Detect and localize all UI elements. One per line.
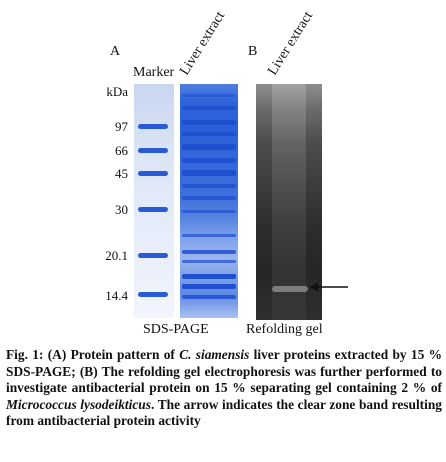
marker-band xyxy=(138,124,168,129)
mw-label-30: 30 xyxy=(115,202,128,217)
mw-label-20-1: 20.1 xyxy=(105,248,128,263)
marker-lane-label: Marker xyxy=(133,65,175,80)
liver-extract-label-b: Liver extract xyxy=(265,9,317,79)
caption-part-2: liver proteins extracted by 15 % SDS-PAG… xyxy=(6,347,443,396)
protein-band xyxy=(182,274,236,279)
caption-part-1: Fig. 1: (A) Protein pattern of xyxy=(6,347,180,362)
protein-band xyxy=(182,250,236,254)
sds-page-gel xyxy=(132,84,242,318)
liver-extract-label-a: Liver extract xyxy=(177,9,229,79)
panel-b-letter: B xyxy=(248,44,258,59)
marker-lane xyxy=(134,84,174,318)
caption-part-3: . The arrow indicates the clear zone ban… xyxy=(6,396,442,429)
caption-bacterium: Micrococcus lysodeikticus xyxy=(6,396,151,412)
marker-band xyxy=(138,292,168,297)
refolding-lane xyxy=(272,84,306,320)
protein-band xyxy=(182,132,236,136)
protein-band xyxy=(182,284,236,289)
protein-band xyxy=(182,106,236,110)
protein-band xyxy=(182,196,236,200)
protein-band xyxy=(182,144,236,150)
protein-band xyxy=(182,234,236,237)
marker-band xyxy=(138,148,168,153)
mw-label-14-4: 14.4 xyxy=(105,288,128,303)
protein-band xyxy=(182,170,236,176)
refolding-gel-caption: Refolding gel xyxy=(246,322,323,337)
liver-extract-lane xyxy=(180,84,238,318)
sds-page-caption: SDS-PAGE xyxy=(143,322,209,337)
mw-label-66: 66 xyxy=(115,143,128,158)
left-arrow-icon xyxy=(310,282,348,292)
protein-band xyxy=(182,210,236,213)
protein-band xyxy=(182,120,236,125)
marker-band xyxy=(138,171,168,176)
kda-unit-label: kDa xyxy=(106,84,128,99)
protein-band xyxy=(182,295,236,299)
protein-band xyxy=(182,158,236,163)
protein-band xyxy=(182,184,236,188)
marker-band xyxy=(138,253,168,258)
panel-a-letter: A xyxy=(110,44,121,59)
caption-species: C. siamensis xyxy=(179,347,250,362)
clear-zone-band xyxy=(272,286,308,292)
mw-label-97: 97 xyxy=(115,119,128,134)
refolding-gel xyxy=(256,84,322,320)
marker-band xyxy=(138,207,168,212)
figure-caption: Fig. 1: (A) Protein pattern of C. siamen… xyxy=(6,347,442,430)
protein-band xyxy=(182,260,236,263)
mw-label-45: 45 xyxy=(115,166,128,181)
protein-band xyxy=(182,94,236,97)
